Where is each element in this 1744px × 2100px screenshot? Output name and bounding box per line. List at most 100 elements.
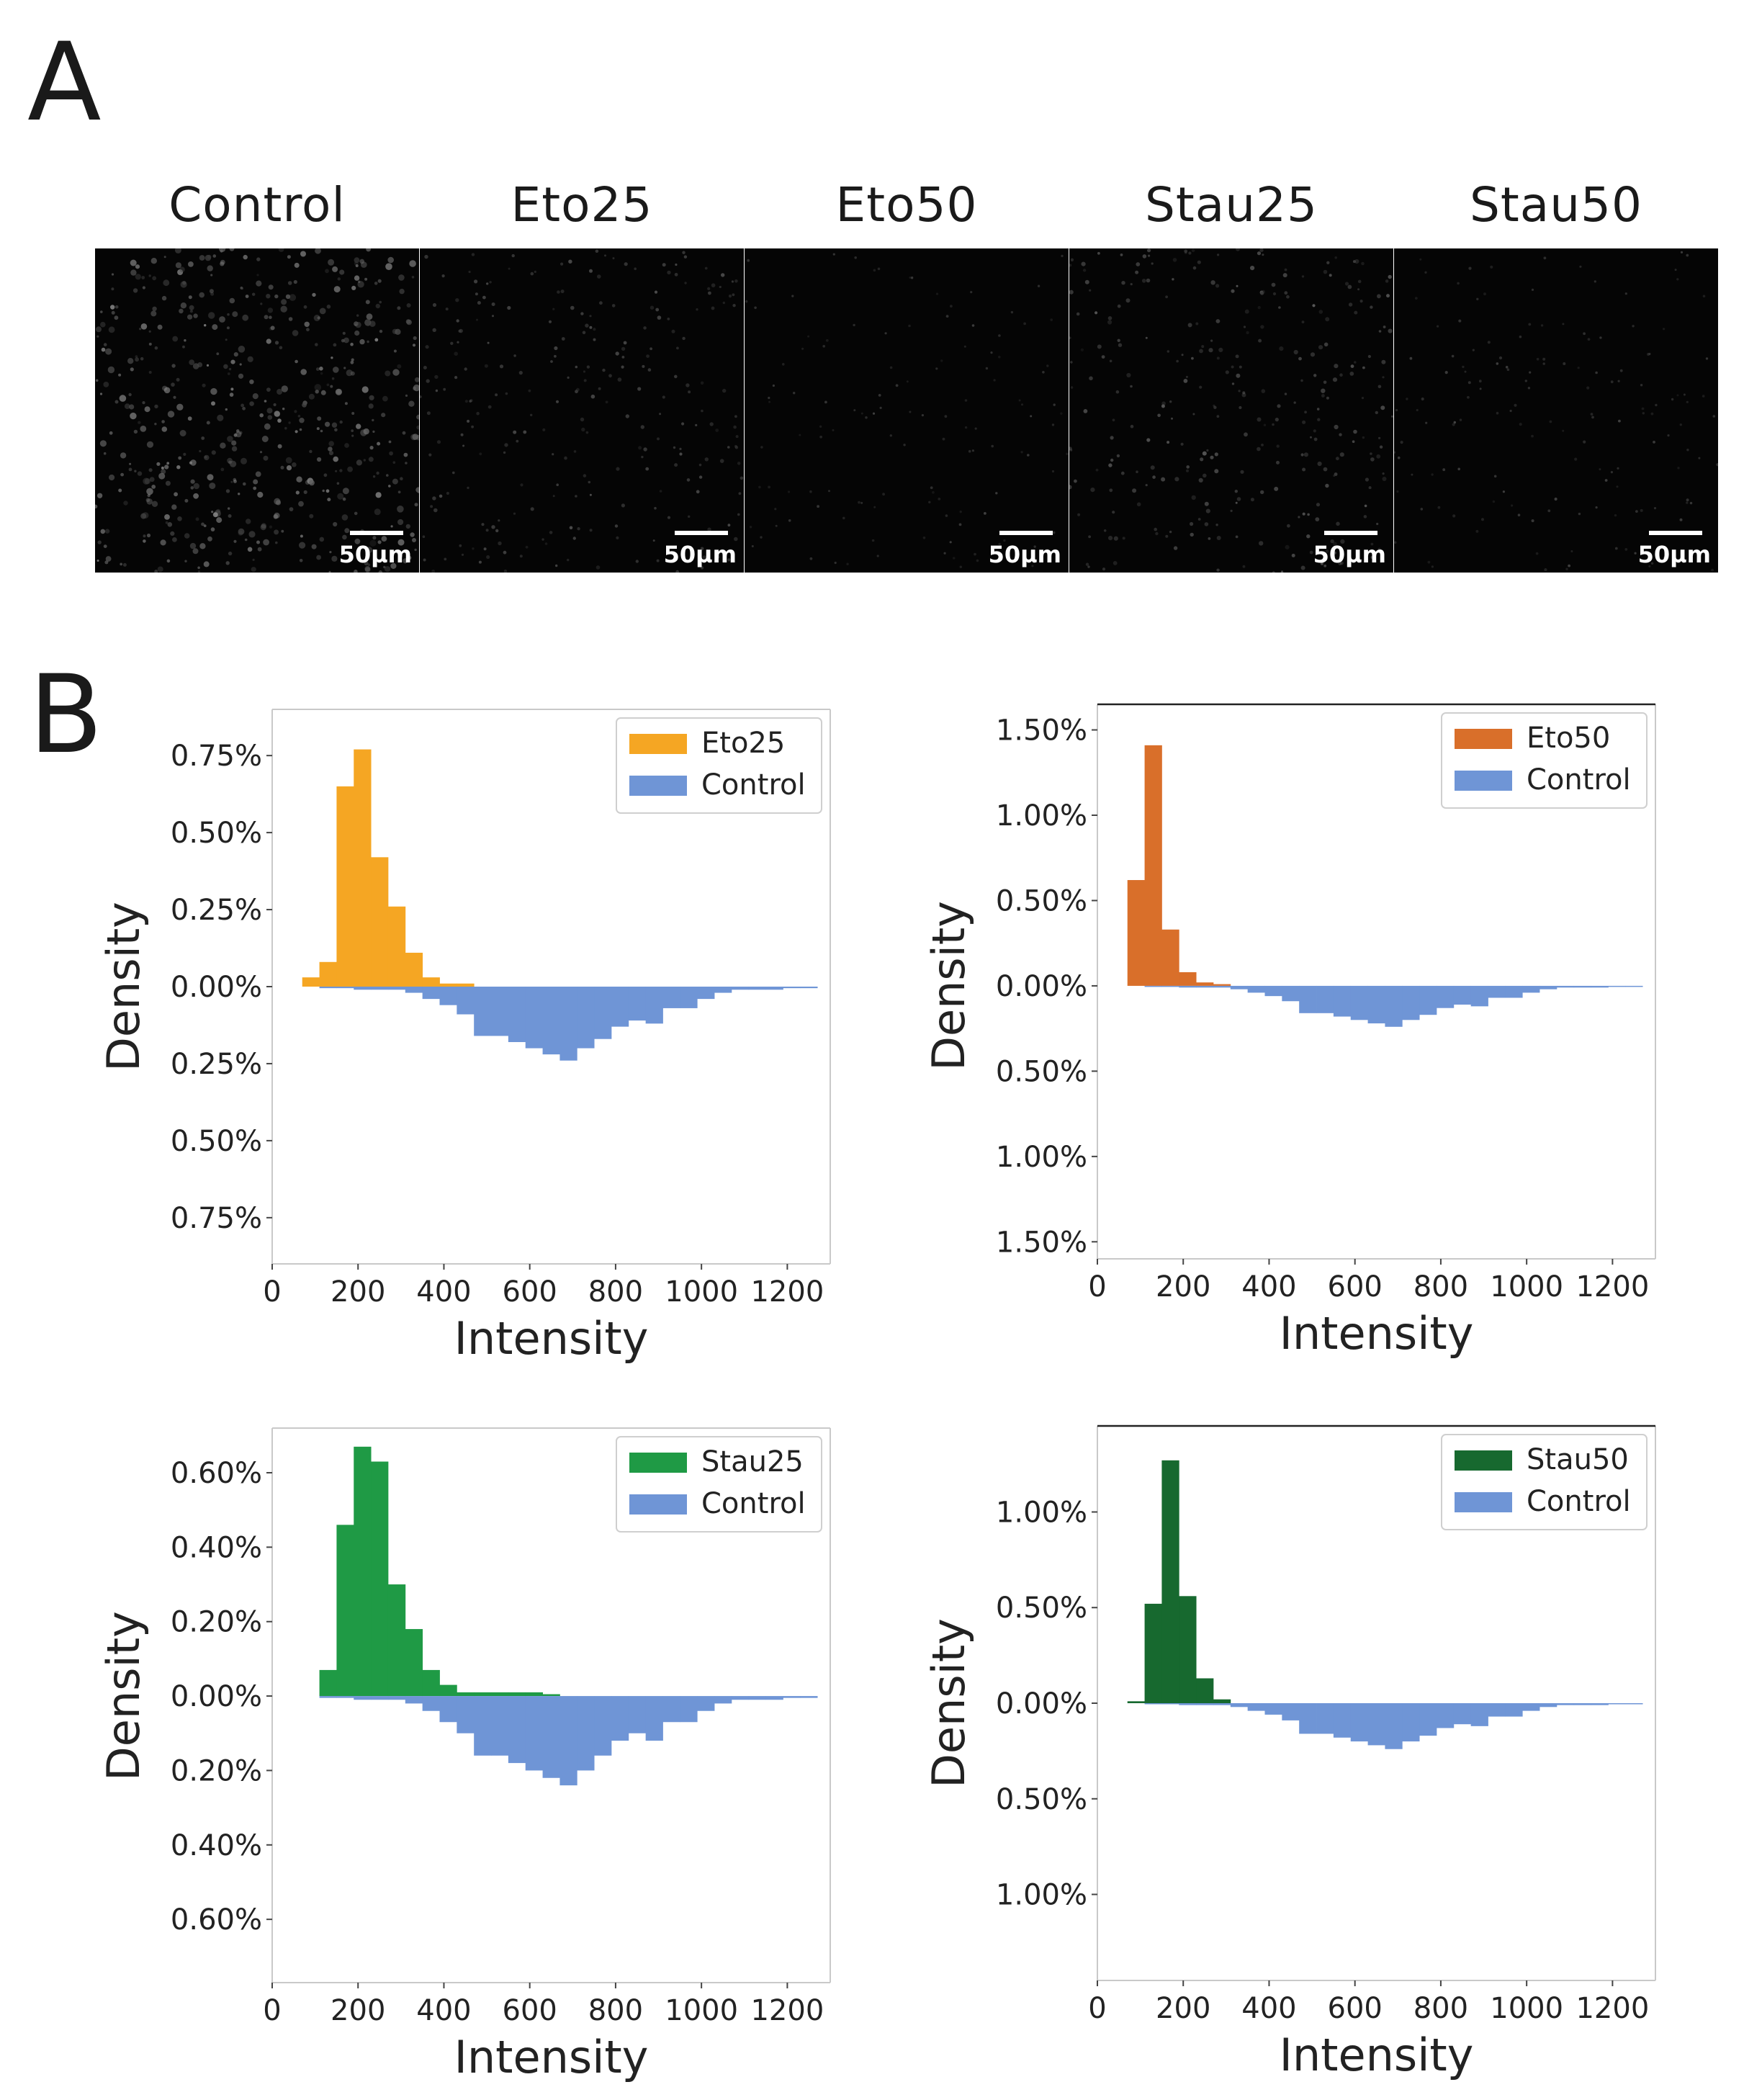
speckle xyxy=(854,256,857,259)
y-tick-label: 0.25% xyxy=(171,894,262,927)
speckle xyxy=(1676,278,1679,281)
scale-bar-label: 50µm xyxy=(663,541,737,568)
speckle xyxy=(1616,485,1619,488)
speckle xyxy=(649,305,655,310)
speckle xyxy=(557,290,560,294)
histogram-bar xyxy=(319,961,337,987)
speckle xyxy=(1667,434,1670,437)
speckle xyxy=(909,410,912,413)
speckle xyxy=(1280,570,1284,573)
speckle xyxy=(173,395,176,399)
speckle xyxy=(605,400,608,404)
speckle xyxy=(1379,445,1383,449)
speckle xyxy=(1136,470,1138,473)
speckle xyxy=(247,547,253,552)
speckle xyxy=(1333,542,1337,547)
speckle xyxy=(1363,515,1367,519)
speckle xyxy=(129,462,132,465)
speckle xyxy=(758,485,761,489)
speckle xyxy=(229,297,235,304)
speckle xyxy=(1066,452,1069,455)
speckle xyxy=(1531,519,1534,523)
speckle xyxy=(793,392,796,395)
y-tick-label: 0.50% xyxy=(171,817,262,850)
speckle xyxy=(101,347,106,352)
speckle xyxy=(163,256,166,259)
speckle xyxy=(479,452,482,456)
speckle xyxy=(1210,339,1213,342)
histogram-bar xyxy=(1488,985,1506,998)
speckle xyxy=(246,519,251,524)
speckle xyxy=(1082,269,1087,272)
speckle xyxy=(227,436,233,442)
histogram-bar xyxy=(1385,1703,1403,1749)
speckle xyxy=(1323,467,1328,472)
speckle xyxy=(148,468,153,472)
speckle xyxy=(161,420,165,423)
histogram-bar xyxy=(680,1696,698,1723)
speckle xyxy=(199,255,205,261)
speckle xyxy=(114,315,119,320)
speckle xyxy=(280,305,287,313)
speckle xyxy=(331,555,338,562)
speckle xyxy=(1396,490,1399,493)
speckle xyxy=(351,412,355,415)
speckle xyxy=(865,416,868,419)
speckle xyxy=(320,390,326,395)
speckle xyxy=(220,259,225,265)
speckle xyxy=(328,441,335,447)
speckle xyxy=(1214,452,1218,457)
speckle xyxy=(375,303,380,309)
speckle xyxy=(1452,423,1455,426)
speckle xyxy=(99,440,107,447)
speckle xyxy=(1679,518,1683,521)
speckle xyxy=(1431,473,1434,476)
speckle xyxy=(120,472,124,477)
speckle xyxy=(1199,385,1203,389)
speckle xyxy=(220,249,223,253)
speckle xyxy=(292,330,299,336)
speckle xyxy=(190,486,194,490)
speckle xyxy=(472,547,475,550)
speckle xyxy=(193,483,199,490)
histogram-bar xyxy=(1179,985,1197,988)
speckle xyxy=(150,258,157,264)
speckle xyxy=(964,426,968,429)
speckle xyxy=(363,459,366,462)
speckle xyxy=(1457,282,1460,285)
speckle xyxy=(1089,376,1093,381)
speckle xyxy=(1051,470,1055,473)
speckle xyxy=(123,501,128,506)
speckle xyxy=(1676,394,1679,397)
speckle xyxy=(520,483,523,487)
y-tick-label: 1.00% xyxy=(996,1141,1087,1174)
speckle xyxy=(330,385,333,388)
speckle xyxy=(184,498,189,503)
speckle xyxy=(1192,266,1197,270)
speckle xyxy=(374,338,379,342)
speckle xyxy=(165,480,171,486)
speckle xyxy=(107,366,115,374)
speckle xyxy=(407,555,412,560)
speckle xyxy=(161,295,167,301)
histogram-bar xyxy=(697,987,715,1000)
speckle xyxy=(416,414,419,420)
speckle xyxy=(381,536,387,542)
speckle xyxy=(575,495,577,498)
histogram-bar xyxy=(474,1692,492,1697)
speckle xyxy=(441,274,445,278)
speckle xyxy=(148,342,152,346)
x-tick-label: 600 xyxy=(1328,1992,1383,2025)
speckle xyxy=(243,482,246,486)
histogram-bar xyxy=(1230,1703,1249,1708)
speckle xyxy=(971,324,975,327)
speckle xyxy=(298,501,304,507)
speckle xyxy=(675,263,678,266)
speckle xyxy=(1199,349,1203,354)
speckle xyxy=(233,477,237,482)
speckle xyxy=(1321,394,1325,398)
legend-label: Eto50 xyxy=(1527,722,1610,755)
speckle xyxy=(299,559,303,562)
speckle xyxy=(623,341,627,345)
speckle xyxy=(1235,501,1238,504)
